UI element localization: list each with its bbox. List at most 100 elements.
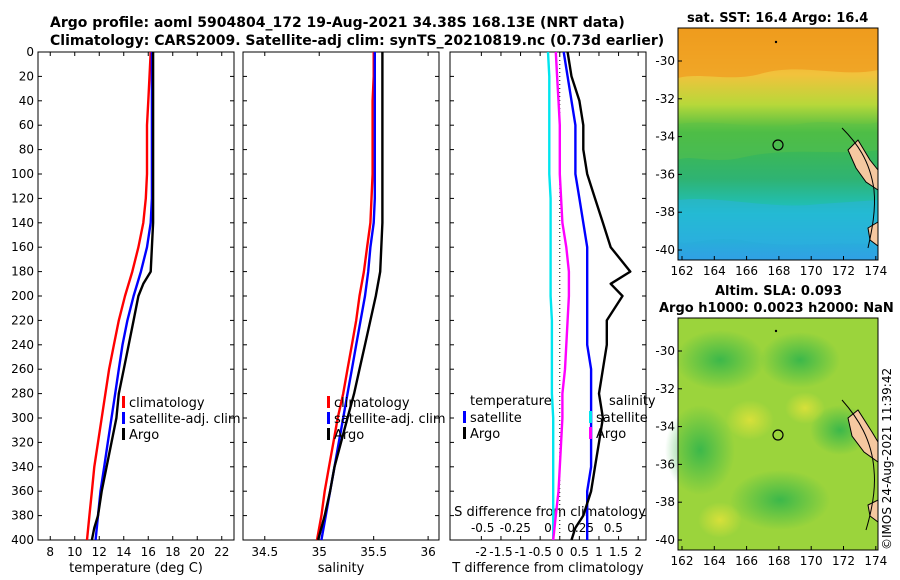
map-lat-label: -38 <box>655 205 675 219</box>
chart-title-line2: Climatology: CARS2009. Satellite-adj cli… <box>50 33 665 49</box>
y-tick-label: 400 <box>11 533 34 547</box>
y-tick-label: 300 <box>11 411 34 425</box>
y-tick-label: 140 <box>11 216 34 230</box>
y-tick-label: 180 <box>11 265 34 279</box>
legend-label: satellite <box>470 411 522 426</box>
s-tick-label: -0.25 <box>500 521 531 535</box>
y-tick-label: 320 <box>11 435 34 449</box>
y-tick-label: 380 <box>11 509 34 523</box>
map-lon-label: 164 <box>703 264 726 278</box>
argo-location-marker-sst <box>772 139 784 151</box>
series-line-climatology <box>85 51 152 541</box>
sst-map <box>677 27 879 261</box>
x-tick-label: 16 <box>141 545 156 559</box>
x-tick-label: 35.5 <box>360 545 387 559</box>
x-tick-label: 18 <box>165 545 180 559</box>
x-tick-label: -1 <box>515 545 527 559</box>
y-tick-label: 200 <box>11 289 34 303</box>
map-lat-label: -36 <box>655 167 675 181</box>
x-tick-label: -2 <box>475 545 487 559</box>
legend-label: satellite-adj. clim <box>334 412 446 427</box>
map-lon-label: 168 <box>767 264 790 278</box>
legend-label: satellite <box>596 411 648 426</box>
x-tick-label: 35 <box>312 545 327 559</box>
legend-label: Argo <box>129 428 159 443</box>
legend-swatch <box>122 396 125 408</box>
map-lat-label: -32 <box>655 92 675 106</box>
x-tick-label: 22 <box>214 545 229 559</box>
argo-location-marker-sla <box>772 429 784 441</box>
series-line-climatology <box>315 52 375 541</box>
map-lon-label: 166 <box>735 264 758 278</box>
s-tick-label: 0 <box>544 521 552 535</box>
legend-swatch <box>589 411 592 423</box>
salinity-panel: 34.5 35 35.5 36 salinity climatologysatellite… <box>242 51 446 576</box>
legend-swatch <box>122 412 125 424</box>
x-tick-label: 2 <box>634 545 642 559</box>
x-tick-label: 34.5 <box>251 545 278 559</box>
legend-title-temperature: temperature <box>470 394 552 409</box>
map-lat-label: -40 <box>655 533 675 547</box>
map-lon-label: 166 <box>735 554 758 568</box>
legend-label: Argo <box>596 427 626 442</box>
legend-label: Argo <box>470 427 500 442</box>
map-lon-label: 162 <box>671 554 694 568</box>
y-tick-label: 260 <box>11 362 34 376</box>
map-lon-label: 172 <box>832 554 855 568</box>
map-lat-label: -30 <box>655 54 675 68</box>
series-line-s-satellite <box>546 51 555 540</box>
x-axis-label: T difference from climatology <box>451 561 644 576</box>
legend-swatch <box>327 428 330 440</box>
s-axis-label: S difference from climatology <box>454 505 646 520</box>
series-line-s-argo <box>552 51 571 541</box>
x-tick-label: 0.5 <box>570 545 589 559</box>
legend-swatch <box>589 427 592 439</box>
legend-swatch <box>327 396 330 408</box>
y-tick-label: 20 <box>19 69 34 83</box>
series-line-argo <box>316 52 384 541</box>
sla-map-subtitle: Argo h1000: 0.0023 h2000: NaN <box>659 301 894 316</box>
legend-label: climatology <box>334 396 410 411</box>
y-tick-label: 220 <box>11 313 34 327</box>
x-tick-label: 1 <box>595 545 603 559</box>
series-line-t-satellite <box>562 51 593 540</box>
x-tick-label: 14 <box>116 545 131 559</box>
x-axis-label: temperature (deg C) <box>69 561 203 576</box>
map-lat-label: -34 <box>655 130 675 144</box>
map-lon-label: 170 <box>800 554 823 568</box>
y-tick-label: 100 <box>11 167 34 181</box>
legend-label: Argo <box>334 428 364 443</box>
y-tick-label: 240 <box>11 338 34 352</box>
legend-label: climatology <box>129 396 205 411</box>
legend-title-salinity: salinity <box>609 394 656 409</box>
sla-map <box>665 317 879 551</box>
map-lon-label: 164 <box>703 554 726 568</box>
x-tick-label: -0.5 <box>528 545 551 559</box>
y-tick-label: 340 <box>11 460 34 474</box>
y-tick-label: 360 <box>11 484 34 498</box>
map-lat-label: -32 <box>655 382 675 396</box>
map-lon-label: 174 <box>864 554 887 568</box>
difference-panel: -2 -1.5 -1 -0.5 0 0.5 1 1.5 2T difference from c… <box>449 51 656 576</box>
plot-area <box>449 51 647 541</box>
legend-swatch <box>327 412 330 424</box>
x-tick-label: 1.5 <box>609 545 628 559</box>
legend-swatch <box>463 411 466 423</box>
map-lon-label: 162 <box>671 264 694 278</box>
x-tick-label: 12 <box>92 545 107 559</box>
map-lat-label: -30 <box>655 344 675 358</box>
sst-map-title: sat. SST: 16.4 Argo: 16.4 <box>687 11 869 26</box>
chart-title-line1: Argo profile: aoml 5904804_172 19-Aug-20… <box>50 15 625 31</box>
x-tick-label: 36 <box>420 545 435 559</box>
legend-label: satellite-adj. clim <box>129 412 241 427</box>
map-lat-label: -38 <box>655 495 675 509</box>
map-lat-label: -34 <box>655 420 675 434</box>
map-lon-label: 168 <box>767 554 790 568</box>
y-tick-label: 160 <box>11 240 34 254</box>
y-tick-label: 120 <box>11 191 34 205</box>
map-axes: -30 -32 -34 -36 -38 -40 162 164 166 168 170 172 174 -… <box>655 54 887 568</box>
y-tick-label: 40 <box>19 94 34 108</box>
map-lon-label: 170 <box>800 264 823 278</box>
x-tick-label: 20 <box>190 545 205 559</box>
series-line-satellite-adj-clim <box>94 52 154 541</box>
